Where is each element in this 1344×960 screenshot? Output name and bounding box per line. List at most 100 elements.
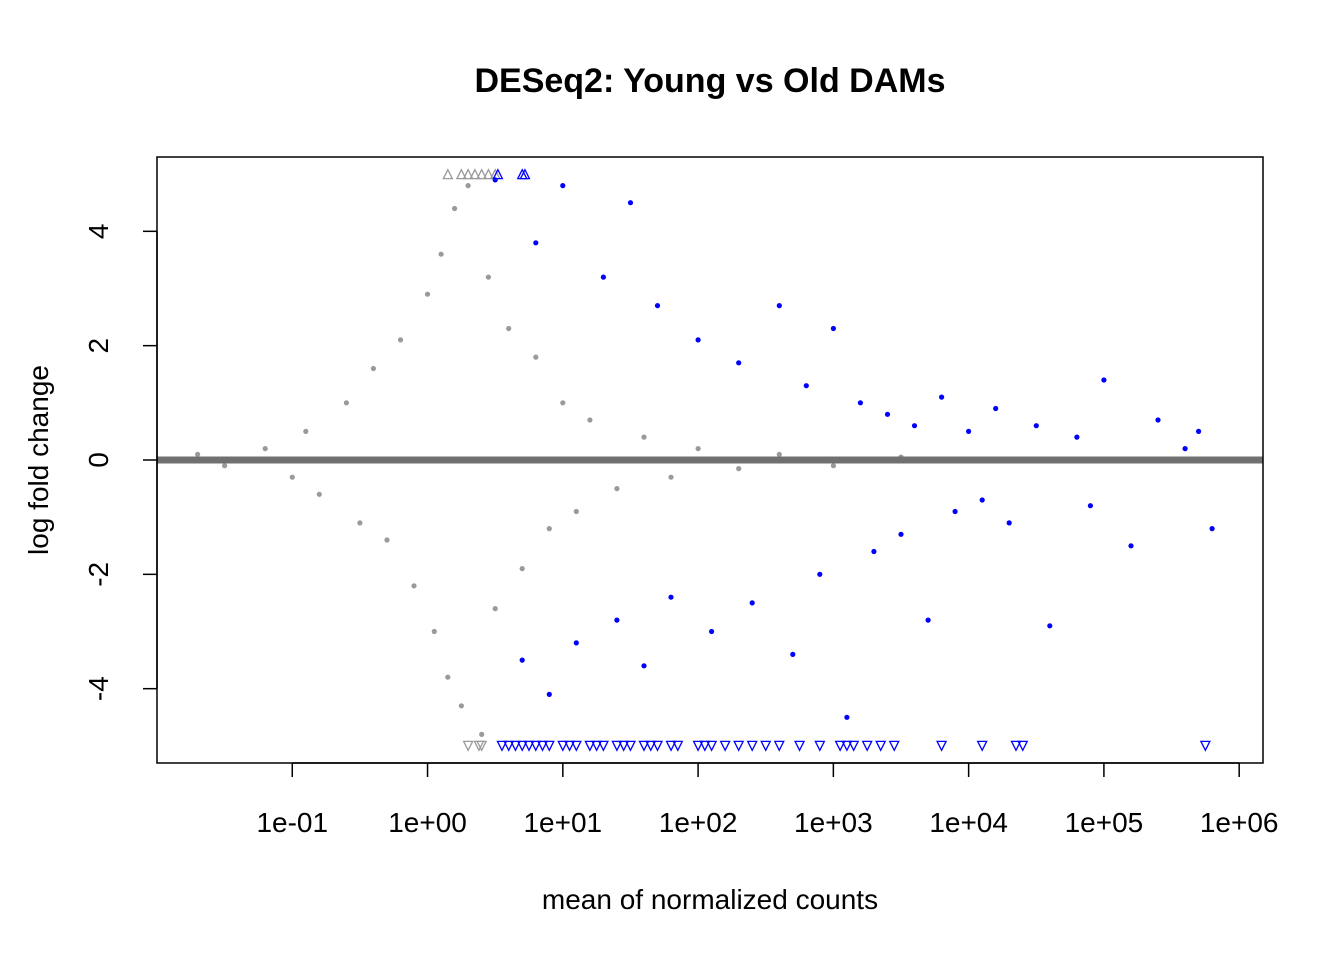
clipped-marker-bottom [936, 740, 948, 752]
clipped-marker-bottom [672, 740, 684, 752]
clipped-marker-bottom [834, 740, 846, 752]
x-tick-label: 1e-01 [256, 807, 328, 838]
clipped-marker-bottom [746, 740, 758, 752]
x-tick-label: 1e+04 [929, 807, 1008, 838]
point-significant [1006, 520, 1012, 526]
point-not-significant [289, 474, 295, 480]
clipped-marker-bottom [530, 740, 542, 752]
point-significant [641, 663, 647, 669]
x-tick-label: 1e+05 [1065, 807, 1144, 838]
y-tick-label: 0 [83, 452, 114, 468]
point-significant [790, 651, 796, 658]
point-significant [627, 200, 634, 206]
clipped-marker-top [442, 168, 454, 180]
point-significant [911, 423, 918, 429]
point-significant [939, 394, 945, 400]
point-significant [844, 714, 850, 720]
clipped-marker-bottom [861, 740, 873, 752]
x-tick-label: 1e+00 [388, 807, 467, 838]
clipped-marker-bottom [719, 740, 731, 752]
point-significant [1128, 543, 1134, 549]
clipped-marker-bottom [793, 740, 806, 752]
point-significant [857, 400, 864, 406]
point-not-significant [397, 337, 404, 343]
point-not-significant [303, 428, 309, 434]
point-not-significant [695, 446, 701, 452]
point-significant [573, 640, 579, 646]
point-significant [803, 383, 809, 389]
clipped-marker-bottom [509, 740, 522, 752]
point-significant [600, 274, 607, 280]
clipped-marker-bottom [1199, 740, 1211, 752]
point-significant [1155, 417, 1161, 423]
x-axis-label: mean of normalized counts [542, 884, 878, 915]
point-significant [709, 628, 715, 635]
clipped-marker-bottom [570, 740, 582, 752]
y-axis-label: log fold change [23, 365, 54, 555]
point-not-significant [458, 703, 464, 709]
point-significant [749, 600, 755, 606]
point-not-significant [424, 291, 431, 297]
point-not-significant [614, 486, 620, 492]
points-layer [157, 168, 1263, 752]
clipped-marker-bottom [597, 740, 609, 752]
point-significant [817, 571, 823, 577]
point-significant [1087, 503, 1093, 509]
clipped-marker-top [462, 168, 474, 180]
y-tick-label: 4 [83, 224, 114, 240]
x-tick-label: 1e+03 [794, 807, 873, 838]
x-tick-label: 1e+01 [523, 807, 602, 838]
y-tick-label: -2 [83, 562, 114, 587]
point-not-significant [411, 583, 417, 589]
point-not-significant [370, 365, 376, 372]
point-significant [993, 405, 999, 412]
point-not-significant [195, 451, 201, 457]
point-significant [519, 657, 525, 663]
clipped-marker-bottom [848, 740, 860, 752]
point-not-significant [445, 674, 451, 680]
point-significant [1209, 526, 1215, 532]
point-not-significant [587, 417, 593, 423]
point-not-significant [479, 731, 485, 738]
clipped-marker-top [476, 168, 488, 180]
clipped-marker-bottom [618, 740, 630, 752]
clipped-marker-bottom [476, 740, 488, 752]
clipped-marker-top [519, 168, 531, 180]
point-not-significant [546, 526, 552, 532]
clipped-marker-top [455, 168, 467, 180]
point-significant [776, 303, 782, 309]
point-significant [884, 411, 891, 417]
clipped-marker-bottom [699, 740, 711, 752]
point-significant [1047, 623, 1053, 629]
clipped-marker-bottom [1017, 740, 1029, 752]
point-significant [654, 303, 661, 309]
point-not-significant [492, 606, 498, 612]
y-tick-label: 2 [83, 338, 114, 354]
point-not-significant [736, 466, 742, 472]
point-significant [898, 531, 904, 537]
point-not-significant [222, 463, 228, 469]
point-not-significant [438, 251, 444, 257]
point-significant [736, 360, 742, 366]
point-significant [952, 508, 958, 515]
clipped-marker-bottom [733, 740, 745, 752]
clipped-marker-top [469, 168, 481, 180]
clipped-marker-bottom [773, 740, 785, 752]
y-tick-label: -4 [83, 676, 114, 701]
point-not-significant [506, 325, 512, 332]
point-significant [1101, 377, 1107, 383]
clipped-marker-bottom [760, 740, 772, 752]
clipped-marker-bottom [591, 740, 603, 752]
x-tick-label: 1e+06 [1200, 807, 1279, 838]
clipped-marker-bottom [523, 740, 535, 752]
point-not-significant [533, 354, 539, 360]
point-significant [1182, 446, 1188, 452]
clipped-marker-bottom [611, 740, 623, 752]
point-not-significant [465, 183, 471, 189]
point-not-significant [485, 274, 491, 280]
clipped-marker-bottom [888, 740, 900, 752]
point-not-significant [776, 451, 782, 457]
point-significant [966, 428, 972, 434]
clipped-marker-top [482, 168, 494, 180]
